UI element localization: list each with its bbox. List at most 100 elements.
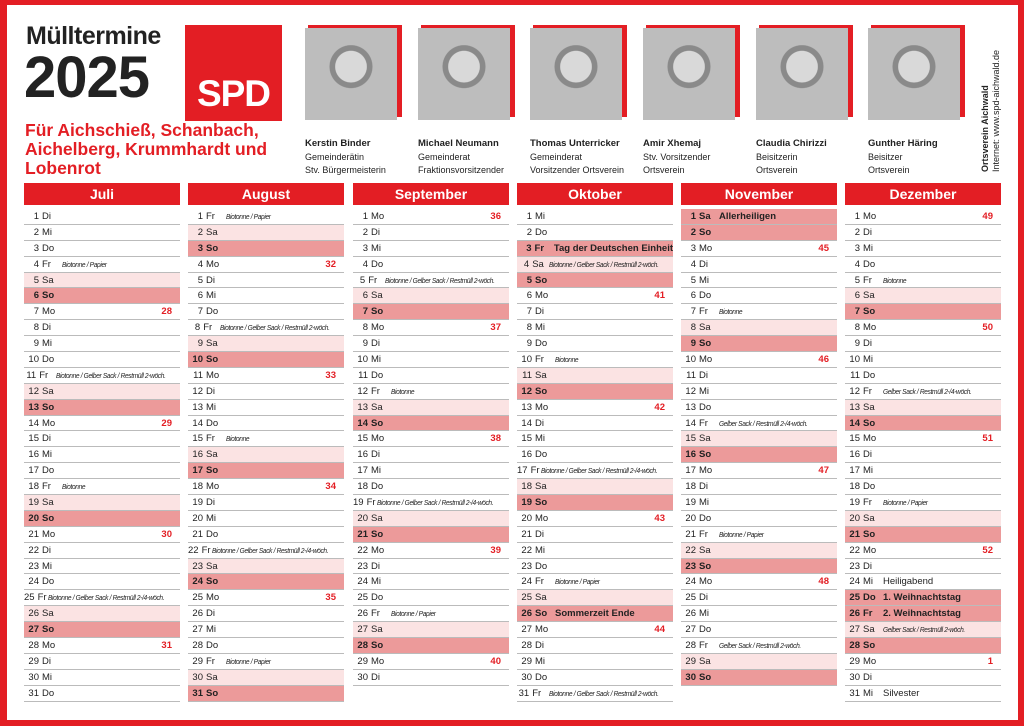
week-number: 1 [987,655,993,667]
weekday: Mo [863,544,877,556]
day-number: 28 [28,640,39,652]
collection-note: Gelber Sack / Restmüll 2-/4-wöch. [719,418,808,428]
collection-note: Biotonne [62,482,86,492]
day-row: 18 Di [681,479,837,496]
day-row: 21 So [353,526,509,543]
month-august: August 1 Fr Biotonne / Papier 2 Sa 3 So 4 Mo 32 5 Di… [188,183,344,702]
weekday: Di [206,608,215,620]
day-row: 20 Sa [845,510,1001,527]
day-row: 21 Do [188,527,344,543]
day-number: 5 [526,274,532,286]
day-row: 4 Fr Biotonne / Papier [24,257,180,273]
weekday: Do [42,354,55,366]
day-row: 28 Mo 31 [24,638,180,654]
day-row: 23 Do [517,559,673,575]
week-number: 48 [818,576,829,588]
day-number: 20 [521,512,532,524]
day-number: 25 [24,592,35,604]
collection-note: Biotonne / Papier [719,529,764,539]
day-row: 5 Fr Biotonne / Gelber Sack / Restmüll 2-w… [353,273,509,289]
weekday: So [371,306,384,318]
weekday: Fr [42,481,51,493]
weekday: Do [863,481,876,493]
day-number: 3 [362,242,368,254]
day-row: 16 So [681,447,837,464]
day-row: 3 Mi [353,241,509,257]
weekday: Di [42,322,51,334]
day-number: 1 [690,211,696,222]
day-row: 2 Do [517,225,673,241]
weekday: Sa [371,624,383,636]
day-number: 15 [521,433,532,445]
weekday: Mo [371,211,385,222]
day-row: 3 Fr Tag der Deutschen Einheit [517,240,673,257]
day-number: 1 [33,211,39,222]
day-row: 31 Fr Biotonne / Gelber Sack / Restmüll 2-… [517,686,673,702]
weekday: Mi [42,560,53,572]
day-row: 18 Fr Biotonne [24,479,180,496]
collection-note: Biotonne / Papier [226,656,271,666]
day-number: 25 [849,592,860,604]
weekday: Sa [42,608,54,620]
weekday: So [863,640,876,652]
day-number: 14 [849,417,860,429]
weekday: So [371,417,384,429]
day-row: 30 Sa [188,669,344,686]
weekday: So [535,608,548,620]
day-number: 10 [849,354,860,366]
day-row: 1 Mo 36 [353,209,509,225]
person-role: Beisitzerin [756,152,798,162]
weekday: Do [371,369,384,381]
day-number: 13 [192,401,203,413]
weekday: Do [42,687,55,699]
org-name: Ortsverein Aichwald [980,85,990,172]
collection-note: Gelber Sack / Restmüll 2-wöch. [883,625,965,635]
day-number: 12 [28,385,39,397]
day-row: 27 Sa Gelber Sack / Restmüll 2-wöch. [845,622,1001,639]
day-number: 22 [357,544,368,556]
day-row: 8 Di [24,320,180,337]
day-number: 24 [192,576,203,588]
day-number: 23 [521,560,532,572]
day-row: 23 Di [845,559,1001,575]
day-number: 9 [362,338,368,350]
weekday: Di [535,640,544,652]
weekday: Fr [530,465,540,477]
weekday: Do [42,242,55,254]
weekday: Mo [371,322,385,334]
day-number: 30 [521,671,532,683]
day-row: 17 Do [24,463,180,480]
day-row: 19 Fr Biotonne / Gelber Sack / Restmüll 2-… [353,495,509,511]
day-number: 2 [690,226,696,238]
weekday: Mi [699,274,710,286]
month-header: Oktober [517,183,673,205]
day-number: 6 [197,290,203,302]
day-row: 26 Mi [681,606,837,623]
day-row: 11 Sa [517,367,673,384]
weekday: Sa [371,512,383,524]
weekday: Di [371,560,380,572]
day-number: 10 [685,354,696,366]
day-row: 27 Mi [188,622,344,639]
weekday: Sa [863,624,875,636]
day-number: 19 [685,497,696,509]
weekday: So [699,226,712,238]
day-row: 25 Do [353,590,509,607]
day-row: 17 Fr Biotonne / Gelber Sack / Restmüll 2-… [517,463,673,480]
weekday: Mi [699,608,710,620]
weekday: Fr [535,354,544,366]
day-row: 31 So [188,685,344,702]
day-row: 29 Sa [681,653,837,670]
day-row: 24 Mi [353,574,509,591]
weekday: Do [863,369,876,381]
day-number: 2 [854,226,860,238]
day-number: 26 [357,608,368,620]
collection-note: Biotonne / Papier [391,609,436,619]
person-name: Claudia Chirizzi [756,138,827,149]
weekday: So [371,528,384,540]
day-number: 12 [192,385,203,397]
day-number: 20 [685,512,696,524]
week-number: 40 [490,655,501,667]
day-number: 10 [192,354,203,366]
day-number: 1 [526,211,532,222]
